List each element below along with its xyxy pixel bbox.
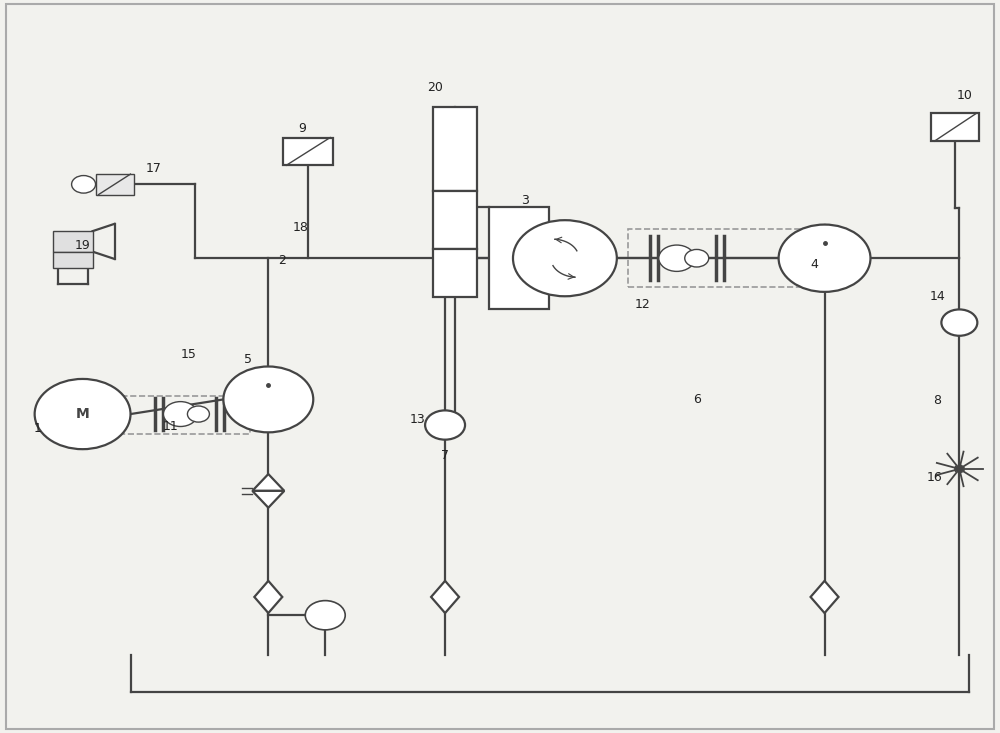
- Text: 20: 20: [427, 81, 443, 94]
- Circle shape: [305, 600, 345, 630]
- Circle shape: [187, 406, 209, 422]
- Bar: [931, 114, 979, 141]
- Polygon shape: [252, 474, 284, 491]
- Text: 10: 10: [956, 89, 972, 103]
- Bar: [283, 138, 333, 166]
- Circle shape: [425, 410, 465, 440]
- Text: 8: 8: [933, 394, 941, 408]
- Bar: [96, 174, 134, 194]
- Circle shape: [223, 366, 313, 432]
- Text: 11: 11: [163, 420, 178, 433]
- Polygon shape: [811, 581, 839, 613]
- Bar: [119, 396, 250, 434]
- Text: 17: 17: [146, 163, 161, 175]
- Circle shape: [35, 379, 131, 449]
- Bar: [433, 191, 477, 249]
- Circle shape: [513, 220, 617, 296]
- Polygon shape: [252, 491, 284, 508]
- Bar: [433, 107, 477, 191]
- Text: 19: 19: [75, 239, 90, 252]
- Circle shape: [941, 309, 977, 336]
- Text: 15: 15: [180, 347, 196, 361]
- Polygon shape: [254, 581, 282, 613]
- Text: M: M: [76, 407, 89, 421]
- Circle shape: [72, 175, 96, 193]
- Text: 12: 12: [635, 298, 651, 311]
- Circle shape: [659, 245, 695, 271]
- Text: 3: 3: [521, 194, 529, 207]
- Bar: [489, 207, 549, 309]
- Text: 18: 18: [292, 221, 308, 234]
- Text: 13: 13: [409, 413, 425, 426]
- Circle shape: [685, 249, 709, 267]
- Bar: [628, 229, 800, 287]
- Text: 6: 6: [693, 393, 701, 406]
- Text: 7: 7: [441, 449, 449, 463]
- Text: 14: 14: [930, 290, 945, 303]
- Bar: [433, 249, 477, 297]
- Text: 5: 5: [244, 353, 252, 366]
- Circle shape: [779, 224, 870, 292]
- Text: 9: 9: [298, 122, 306, 135]
- Text: 2: 2: [278, 254, 286, 267]
- Bar: [53, 251, 93, 268]
- Bar: [53, 231, 93, 251]
- Polygon shape: [431, 581, 459, 613]
- Text: 1: 1: [34, 422, 42, 435]
- Circle shape: [163, 402, 197, 427]
- Text: 4: 4: [811, 257, 818, 270]
- Text: 16: 16: [927, 471, 942, 485]
